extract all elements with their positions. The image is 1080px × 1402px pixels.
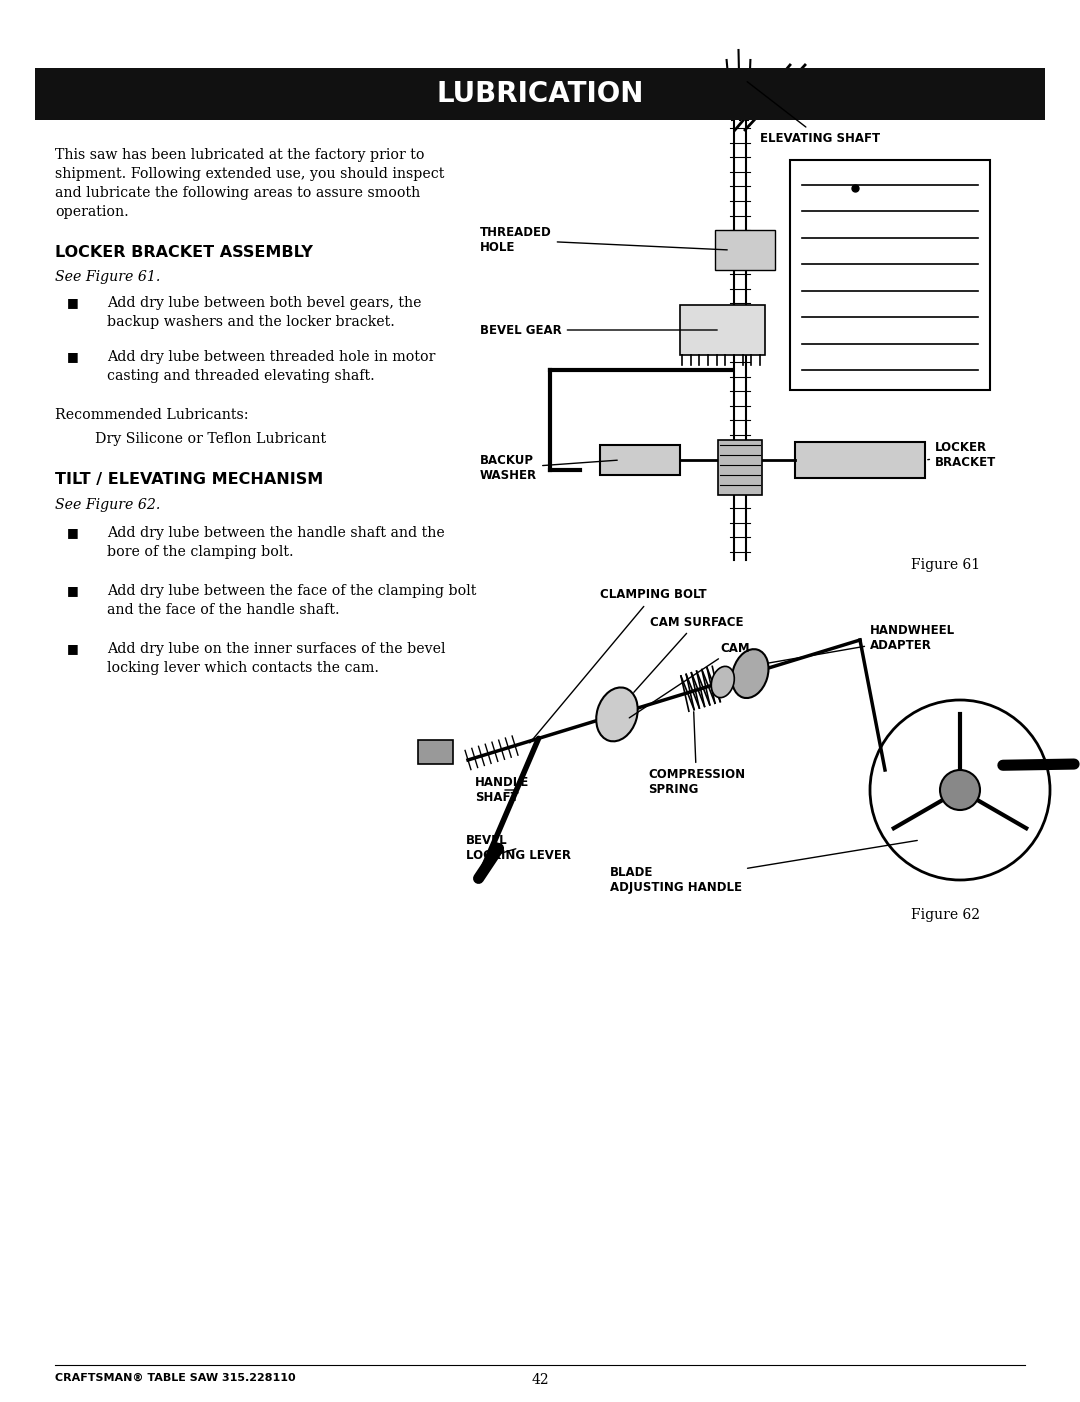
Text: THREADED
HOLE: THREADED HOLE xyxy=(480,226,727,254)
Text: CLAMPING BOLT: CLAMPING BOLT xyxy=(530,589,706,743)
Ellipse shape xyxy=(732,649,769,698)
Bar xyxy=(715,230,775,271)
Text: See Figure 61.: See Figure 61. xyxy=(55,271,160,285)
Text: CAM SURFACE: CAM SURFACE xyxy=(634,615,743,693)
Text: LUBRICATION: LUBRICATION xyxy=(436,80,644,108)
Text: CAM: CAM xyxy=(630,642,750,718)
Text: 42: 42 xyxy=(531,1373,549,1387)
Text: COMPRESSION
SPRING: COMPRESSION SPRING xyxy=(648,712,745,796)
Text: ■: ■ xyxy=(67,350,79,363)
Bar xyxy=(600,444,680,475)
Text: Figure 61: Figure 61 xyxy=(910,558,980,572)
Circle shape xyxy=(940,770,980,810)
Ellipse shape xyxy=(712,666,734,698)
Text: BLADE
ADJUSTING HANDLE: BLADE ADJUSTING HANDLE xyxy=(610,840,917,894)
Text: LOCKER
BRACKET: LOCKER BRACKET xyxy=(928,442,996,470)
Text: HANDWHEEL
ADAPTER: HANDWHEEL ADAPTER xyxy=(768,624,955,663)
Bar xyxy=(418,740,453,764)
Text: Dry Silicone or Teflon Lubricant: Dry Silicone or Teflon Lubricant xyxy=(95,432,326,446)
Text: TILT / ELEVATING MECHANISM: TILT / ELEVATING MECHANISM xyxy=(55,472,323,486)
Text: ELEVATING SHAFT: ELEVATING SHAFT xyxy=(747,81,880,144)
Text: Recommended Lubricants:: Recommended Lubricants: xyxy=(55,408,248,422)
Bar xyxy=(789,160,990,390)
Text: LOCKER BRACKET ASSEMBLY: LOCKER BRACKET ASSEMBLY xyxy=(55,245,313,259)
Text: BEVEL GEAR: BEVEL GEAR xyxy=(480,324,717,336)
Text: See Figure 62.: See Figure 62. xyxy=(55,498,160,512)
Text: Add dry lube between both bevel gears, the
backup washers and the locker bracket: Add dry lube between both bevel gears, t… xyxy=(107,296,421,329)
Text: Add dry lube between threaded hole in motor
casting and threaded elevating shaft: Add dry lube between threaded hole in mo… xyxy=(107,350,435,383)
Bar xyxy=(680,306,765,355)
Text: HANDLE
SHAFT: HANDLE SHAFT xyxy=(475,775,529,803)
Text: BACKUP
WASHER: BACKUP WASHER xyxy=(480,454,618,482)
Text: ■: ■ xyxy=(67,526,79,538)
Text: BEVEL
LOCKING LEVER: BEVEL LOCKING LEVER xyxy=(465,834,571,862)
Text: Figure 62: Figure 62 xyxy=(912,908,980,923)
Bar xyxy=(795,442,924,478)
Ellipse shape xyxy=(596,687,637,742)
Text: ■: ■ xyxy=(67,585,79,597)
Bar xyxy=(35,69,1045,121)
Text: Add dry lube between the handle shaft and the
bore of the clamping bolt.: Add dry lube between the handle shaft an… xyxy=(107,526,445,559)
Text: ■: ■ xyxy=(67,296,79,308)
Text: ■: ■ xyxy=(67,642,79,655)
Text: CRAFTSMAN® TABLE SAW 315.228110: CRAFTSMAN® TABLE SAW 315.228110 xyxy=(55,1373,296,1382)
Circle shape xyxy=(870,700,1050,880)
Text: Add dry lube on the inner surfaces of the bevel
locking lever which contacts the: Add dry lube on the inner surfaces of th… xyxy=(107,642,446,674)
Text: Add dry lube between the face of the clamping bolt
and the face of the handle sh: Add dry lube between the face of the cla… xyxy=(107,585,476,617)
Bar xyxy=(718,440,762,495)
Text: This saw has been lubricated at the factory prior to
shipment. Following extende: This saw has been lubricated at the fact… xyxy=(55,149,444,219)
